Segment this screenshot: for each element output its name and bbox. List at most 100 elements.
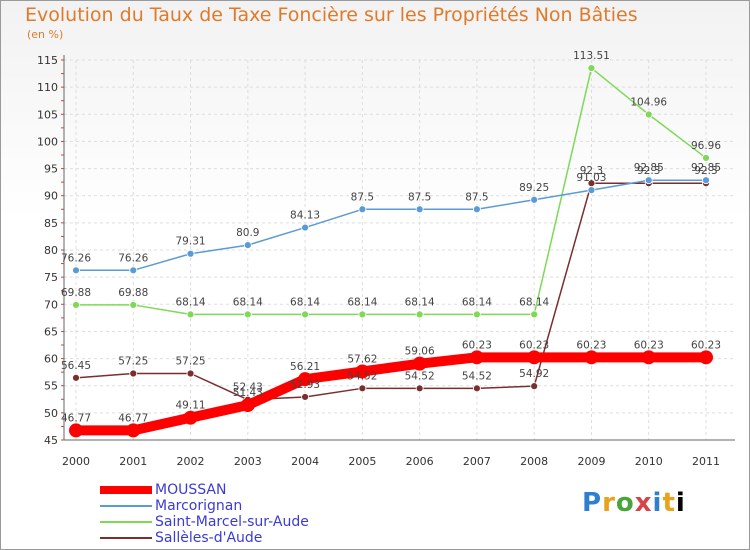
- legend-swatch-marcorignan: [100, 505, 152, 507]
- logo-letter: o: [615, 488, 635, 518]
- data-point: [473, 310, 481, 319]
- data-label: 68.14: [176, 296, 206, 308]
- data-point: [186, 310, 195, 319]
- data-point: [129, 301, 138, 309]
- data-label: 60.23: [462, 339, 492, 351]
- legend-label-salleles: Sallèles-d'Aude: [155, 530, 263, 546]
- data-point: [243, 310, 252, 319]
- x-tick-label: 2001: [119, 455, 147, 468]
- y-tick-label: 115: [37, 54, 58, 67]
- y-tick-label: 85: [44, 217, 58, 230]
- logo-letter: i: [675, 488, 686, 518]
- series-line-0: [71, 352, 711, 436]
- legend-swatch-moussan: [100, 486, 152, 494]
- data-point: [527, 350, 542, 365]
- data-point: [358, 310, 367, 319]
- data-label: 60.23: [634, 339, 664, 351]
- data-label: 59.06: [405, 346, 435, 358]
- data-label: 92.3: [694, 165, 717, 177]
- data-label: 54.52: [405, 370, 435, 382]
- data-point: [126, 423, 141, 438]
- data-point: [473, 384, 481, 393]
- series-line-3: [75, 182, 707, 401]
- data-label: 69.88: [118, 287, 148, 299]
- x-tick-label: 2004: [291, 455, 319, 468]
- data-point: [644, 110, 653, 119]
- y-tick-label: 80: [44, 244, 58, 257]
- data-label: 68.14: [519, 296, 549, 308]
- data-label: 68.14: [290, 296, 320, 308]
- data-point: [412, 356, 427, 371]
- data-point: [702, 176, 710, 185]
- data-label: 91.03: [576, 172, 606, 184]
- x-tick-label: 2010: [635, 455, 663, 468]
- legend-label-saint-marcel: Saint-Marcel-sur-Aude: [155, 514, 309, 530]
- data-label: 54.52: [462, 370, 492, 382]
- y-tick-label: 105: [37, 108, 58, 121]
- data-label: 79.31: [176, 236, 206, 248]
- logo-letter: i: [652, 488, 663, 518]
- data-point: [301, 223, 309, 232]
- data-point: [530, 382, 539, 391]
- data-label: 54.92: [519, 368, 549, 380]
- legend-label-marcorignan: Marcorignan: [155, 498, 243, 514]
- data-point: [584, 350, 599, 365]
- data-point: [186, 249, 195, 258]
- data-label: 52.93: [290, 379, 320, 391]
- data-label: 76.26: [61, 252, 91, 264]
- data-point: [415, 310, 424, 319]
- data-label: 92.85: [691, 162, 721, 174]
- data-label: 69.88: [61, 287, 91, 299]
- data-point: [415, 205, 424, 214]
- x-tick-label: 2000: [62, 455, 90, 468]
- data-label: 68.14: [405, 296, 435, 308]
- data-point: [298, 372, 313, 387]
- legend-swatch-saint-marcel: [100, 521, 152, 523]
- data-point: [473, 205, 481, 214]
- data-label: 56.45: [61, 360, 91, 372]
- data-point: [641, 350, 656, 365]
- data-label: 46.77: [118, 412, 148, 424]
- data-point: [699, 350, 713, 365]
- data-label: 92.85: [634, 162, 664, 174]
- data-label: 56.21: [290, 361, 320, 373]
- x-tick-label: 2011: [692, 455, 720, 468]
- y-tick-label: 70: [44, 298, 58, 311]
- data-point: [72, 266, 80, 275]
- y-tick-label: 50: [44, 407, 58, 420]
- data-label: 57.62: [347, 353, 377, 365]
- logo-letter: x: [634, 488, 653, 518]
- y-tick-label: 75: [44, 271, 58, 284]
- data-label: 92.3: [637, 165, 660, 177]
- data-label: 68.14: [462, 296, 492, 308]
- data-label: 60.23: [576, 339, 606, 351]
- data-label: 52.43: [233, 382, 263, 394]
- series-line-2: [75, 67, 707, 316]
- data-point: [129, 369, 138, 378]
- data-label: 49.11: [176, 400, 206, 412]
- data-point: [183, 410, 198, 425]
- data-point: [72, 373, 80, 382]
- data-point: [415, 384, 424, 393]
- y-tick-label: 95: [44, 163, 58, 176]
- x-tick-label: 2007: [463, 455, 491, 468]
- data-label: 68.14: [347, 296, 377, 308]
- data-point: [530, 195, 539, 204]
- data-point: [129, 266, 138, 275]
- y-tick-label: 45: [44, 434, 58, 447]
- x-tick-label: 2008: [520, 455, 548, 468]
- data-point: [186, 369, 195, 378]
- data-point: [355, 364, 370, 379]
- x-tick-label: 2003: [234, 455, 262, 468]
- x-tick-label: 2005: [348, 455, 376, 468]
- data-point: [243, 241, 252, 250]
- logo-letter: t: [662, 488, 676, 518]
- legend-swatch-salleles: [100, 537, 152, 539]
- data-label: 51.43: [233, 387, 263, 399]
- data-label: 57.25: [176, 356, 206, 368]
- data-point: [240, 398, 255, 413]
- data-point: [301, 310, 309, 319]
- legend-label-moussan: MOUSSAN: [155, 482, 227, 498]
- data-point: [587, 186, 596, 195]
- data-point: [644, 176, 653, 185]
